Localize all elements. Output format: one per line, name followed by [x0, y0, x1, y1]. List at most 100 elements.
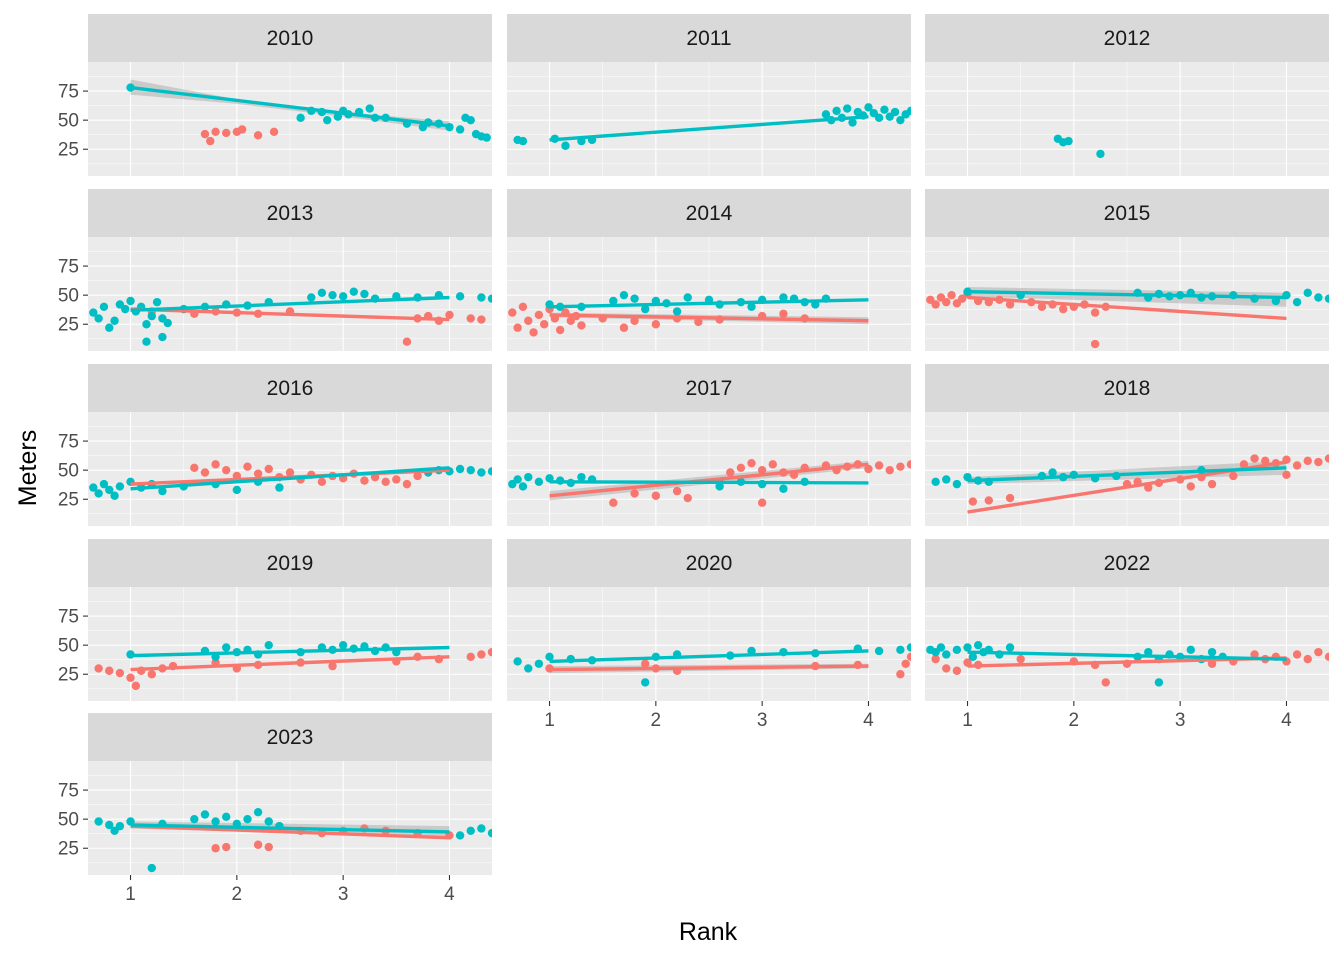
data-point-a: [466, 652, 475, 661]
data-point-a: [984, 496, 993, 505]
panel-2010: 2010 25 50 75: [58, 14, 492, 176]
data-point-b: [99, 479, 109, 489]
x-tick-label: 3: [757, 710, 768, 731]
data-point-a: [105, 666, 114, 675]
data-point-a: [906, 652, 911, 661]
data-point-a: [360, 476, 369, 485]
trend-line-b: [549, 298, 869, 309]
data-point-a: [896, 670, 905, 679]
panel-data: [94, 640, 492, 691]
data-point-b: [328, 290, 337, 300]
x-tick-label: 2: [232, 884, 243, 905]
data-point-b: [142, 337, 151, 346]
data-point-b: [821, 110, 831, 119]
data-point-a: [200, 129, 210, 139]
y-tick-label: 50: [58, 461, 79, 482]
data-point-a: [757, 498, 767, 507]
data-point-b: [264, 817, 273, 826]
data-point-b: [518, 482, 528, 491]
panel-strip: [925, 539, 1329, 587]
data-point-a: [211, 460, 220, 469]
data-point-b: [105, 323, 114, 332]
data-point-a: [952, 666, 962, 675]
data-point-b: [211, 817, 220, 826]
data-point-a: [694, 317, 703, 327]
panel-2016: 2016 25 50 75: [58, 364, 492, 526]
data-point-a: [529, 328, 538, 337]
data-point-b: [906, 106, 911, 116]
data-point-a: [222, 842, 231, 852]
data-point-a: [513, 323, 522, 332]
panel-data: [89, 460, 492, 500]
panel-data: [508, 290, 869, 337]
panel-strip-label: 2014: [686, 202, 733, 225]
data-point-b: [641, 678, 650, 687]
trend-line-b: [967, 466, 1287, 483]
x-tick-label: 1: [125, 884, 136, 905]
data-point-a: [1207, 659, 1217, 668]
data-point-a: [264, 464, 273, 474]
data-point-a: [445, 310, 454, 320]
panel-2017: 2017: [507, 364, 911, 526]
data-point-a: [726, 468, 735, 477]
data-point-b: [487, 467, 492, 476]
data-point-b: [333, 112, 343, 121]
data-point-b: [1154, 678, 1164, 687]
data-point-a: [1282, 470, 1291, 480]
panel-data: [94, 807, 492, 873]
data-point-b: [105, 485, 114, 495]
panel-data: [926, 287, 1329, 349]
data-point-b: [1096, 149, 1105, 159]
data-point-a: [864, 464, 873, 474]
panel-data: [508, 458, 911, 507]
data-point-a: [641, 659, 650, 668]
x-tick-label: 4: [863, 710, 874, 731]
y-tick-label: 75: [58, 82, 79, 103]
data-point-b: [534, 659, 544, 668]
data-point-b: [973, 640, 983, 650]
data-point-a: [1292, 650, 1302, 659]
data-point-b: [455, 292, 465, 301]
data-point-b: [942, 475, 951, 484]
x-tick-label: 1: [962, 710, 973, 731]
x-tick-label: 4: [1281, 710, 1292, 731]
data-point-b: [487, 294, 492, 303]
data-point-b: [275, 483, 284, 492]
y-tick-label: 50: [58, 286, 79, 307]
trend-line-b: [130, 645, 450, 658]
data-point-b: [121, 304, 130, 314]
data-point-a: [968, 497, 978, 506]
trend-line-b: [549, 114, 869, 142]
data-point-b: [513, 657, 522, 666]
data-point-a: [264, 842, 273, 852]
trend-line-a: [130, 655, 450, 672]
trend-line-b: [130, 823, 450, 834]
panel-2015: 2015: [925, 189, 1329, 351]
panel-2019: 2019 25 50 75: [58, 539, 492, 701]
data-point-a: [1239, 460, 1249, 469]
data-point-b: [232, 485, 242, 495]
data-point-b: [477, 293, 486, 302]
panel-data: [513, 103, 911, 150]
panel-strip: [507, 189, 911, 237]
data-point-b: [365, 104, 374, 113]
y-tick-label: 50: [58, 636, 79, 657]
data-point-a: [555, 325, 565, 335]
data-point-a: [518, 302, 528, 311]
data-point-b: [110, 491, 119, 500]
trend-line-b: [967, 289, 1287, 300]
panel-data: [126, 79, 491, 146]
panel-data: [513, 643, 911, 687]
x-tick-label: 1: [544, 710, 555, 731]
data-point-b: [222, 643, 231, 652]
y-tick-label: 25: [58, 315, 79, 336]
data-point-a: [1037, 302, 1047, 311]
data-point-a: [901, 659, 910, 668]
data-point-b: [152, 297, 162, 307]
data-point-a: [524, 316, 533, 325]
data-point-b: [843, 104, 852, 113]
y-axis-title: Meters: [14, 430, 42, 506]
data-point-b: [466, 465, 475, 475]
trend-line-a: [549, 313, 869, 323]
